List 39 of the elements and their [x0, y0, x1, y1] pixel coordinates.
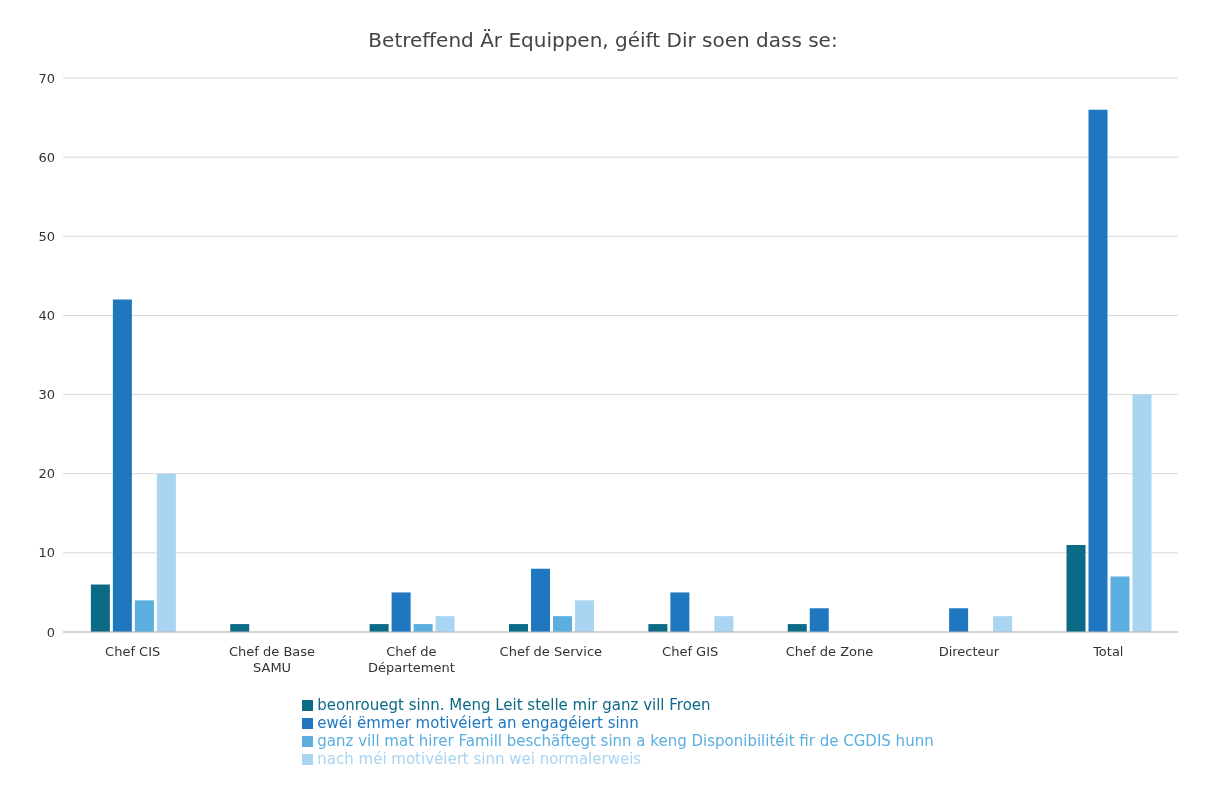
x-tick-label: Chef de Base SAMU: [229, 644, 316, 675]
legend-label: ewéi ëmmer motivéiert an engagéiert sinn: [317, 714, 639, 732]
y-tick-label: 40: [38, 308, 55, 324]
y-tick-label: 30: [38, 387, 55, 403]
x-tick-label: Chef de Zone: [785, 644, 874, 659]
bar: [1088, 109, 1108, 632]
bar: [949, 608, 969, 632]
bar: [1066, 544, 1086, 632]
legend-label: nach méi motivéiert sinn wei normalerweis: [317, 750, 642, 768]
y-tick-label: 60: [38, 149, 55, 165]
bar: [553, 616, 572, 632]
bar: [435, 616, 455, 632]
y-tick-label: 70: [38, 70, 55, 86]
x-tick-label: Chef CIS: [105, 644, 161, 659]
x-tick-label: Chef de Département: [368, 644, 455, 675]
bar: [670, 592, 690, 632]
bar: [391, 592, 411, 632]
x-tick-label: Directeur: [938, 644, 1000, 659]
bar: [993, 616, 1013, 632]
y-tick-label: 0: [46, 624, 55, 640]
y-tick-label: 10: [38, 545, 55, 561]
bar: [112, 299, 132, 632]
y-tick-label: 20: [38, 466, 55, 482]
chart-title: Betreffend Är Equippen, géift Dir soen dass se:: [367, 27, 839, 54]
x-tick-label: Chef de Service: [499, 644, 603, 659]
x-tick-label: Chef GIS: [662, 644, 719, 659]
x-tick-label: Total: [1092, 644, 1124, 659]
bar: [531, 568, 550, 632]
legend-label: beonrouegt sinn. Meng Leit stelle mir ganz vill Froen: [317, 696, 711, 714]
bar: [134, 600, 154, 632]
bar: [1132, 394, 1152, 632]
bar: [714, 616, 734, 632]
bar: [1110, 576, 1130, 632]
bar: [575, 600, 594, 632]
bar: [809, 608, 829, 632]
y-tick-label: 50: [38, 228, 55, 244]
legend-label: ganz vill mat hirer Famill beschäftegt sinn a keng Disponibilitéit fir de CGDIS hunn: [317, 732, 934, 750]
bar: [90, 584, 110, 632]
bar: [156, 473, 176, 632]
